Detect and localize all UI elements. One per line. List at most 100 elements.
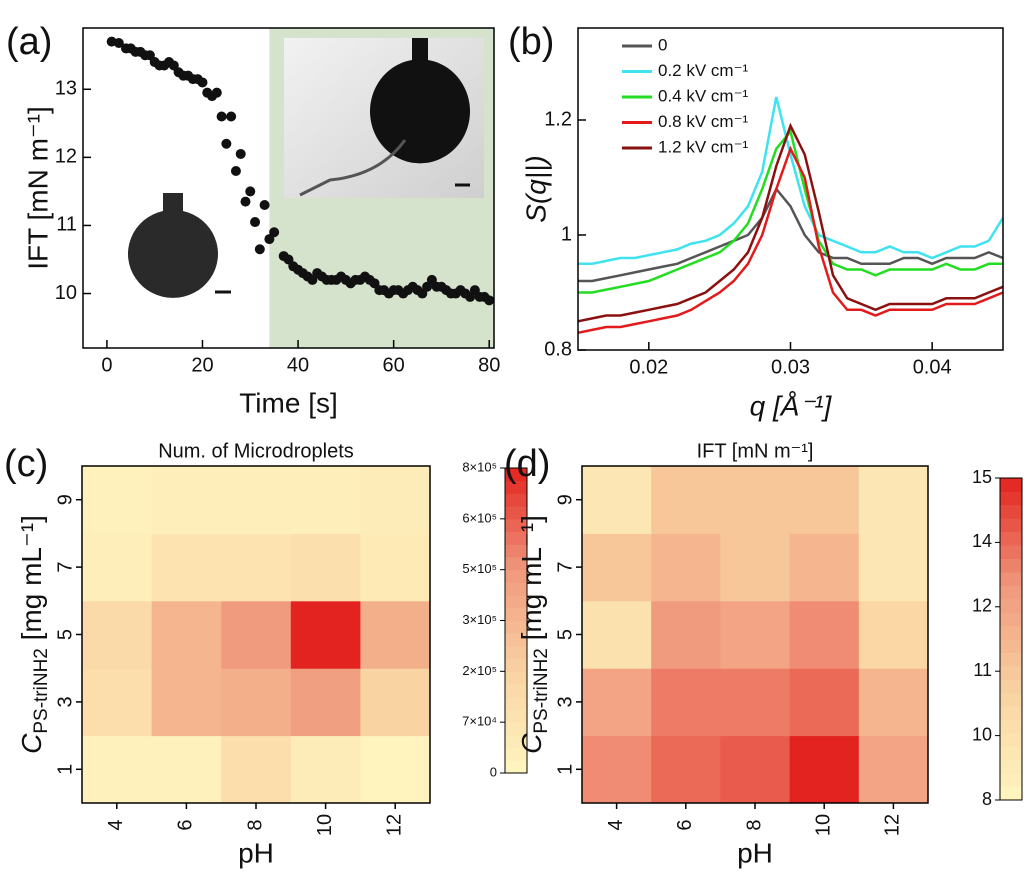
data-point <box>245 186 256 197</box>
x-tick-label: 8 <box>244 819 266 830</box>
panel-label: (d) <box>504 443 550 485</box>
heatmap-cell <box>221 600 292 669</box>
colorbar-band <box>1000 746 1022 761</box>
heatmap-cell <box>720 466 791 534</box>
panel-label: (a) <box>6 21 52 63</box>
y-tick-label: 0.8 <box>544 338 572 360</box>
plot-frame <box>577 27 1004 351</box>
heatmap-cell <box>151 466 222 534</box>
heatmap-cell <box>290 668 361 737</box>
y-label-subscript: PS-triNH2 <box>31 648 52 734</box>
x-tick-label: 0.04 <box>913 356 952 378</box>
y-tick-label: 7 <box>54 562 76 573</box>
colorbar-band <box>505 595 527 609</box>
colorbar-band <box>1000 732 1022 747</box>
x-tick-label: 20 <box>191 354 213 376</box>
y-label-subscript: PS-triNH2 <box>531 648 552 734</box>
heatmap-cell <box>151 735 222 804</box>
y-tick-label: 9 <box>554 494 576 505</box>
y-label-unit: [mg mL⁻¹] <box>516 515 547 648</box>
data-point <box>197 77 208 88</box>
colorbar-tick-label: 6×10⁵ <box>462 510 497 525</box>
y-tick-label: 1 <box>54 764 76 775</box>
colorbar-band <box>1000 504 1022 519</box>
series-line <box>578 128 1003 294</box>
x-tick-label: 4 <box>105 819 127 830</box>
colorbar-band <box>505 696 527 710</box>
y-label-symbol: C <box>16 733 47 754</box>
heatmap-cell <box>151 533 222 602</box>
heatmap-cell <box>789 735 860 804</box>
colorbar-tick-label: 0 <box>490 764 497 779</box>
colorbar-band <box>1000 478 1022 492</box>
colorbar-tick-label: 5×10⁵ <box>462 561 497 576</box>
inset-droplet <box>128 193 218 298</box>
panel-label: (b) <box>508 21 554 63</box>
data-point <box>216 111 227 122</box>
legend-label: 0.4 kV cm⁻¹ <box>658 86 749 105</box>
inset-droplet <box>369 38 470 164</box>
x-tick-label: 12 <box>383 814 405 836</box>
heatmap-cell <box>221 668 292 737</box>
colorbar-band <box>1000 652 1022 667</box>
data-point <box>211 87 222 98</box>
heatmap-cell <box>651 466 721 534</box>
heatmap-cell <box>720 668 791 737</box>
heatmap-cell <box>858 668 929 737</box>
heatmap-cell <box>582 735 652 804</box>
heatmap-cell <box>151 668 222 737</box>
heatmap-cell <box>360 600 431 669</box>
heatmap-cell <box>151 600 222 669</box>
heatmap-cell <box>720 600 791 669</box>
data-point <box>235 148 246 159</box>
heatmap-cell <box>789 668 860 737</box>
y-tick-label: 3 <box>54 696 76 707</box>
heatmap-cell <box>582 533 652 602</box>
x-tick-label: 0.02 <box>629 356 668 378</box>
y-axis-label: CPS-triNH2 [mg mL⁻¹] <box>516 515 552 754</box>
colorbar-band <box>505 544 527 558</box>
data-point <box>484 295 495 306</box>
colorbar-tick-label: 14 <box>972 531 992 551</box>
inset-thread <box>299 139 407 197</box>
y-tick-label: 3 <box>554 696 576 707</box>
colorbar-band <box>1000 571 1022 586</box>
heatmap-cell <box>858 533 929 602</box>
y-tick-label: 1 <box>561 223 572 245</box>
series-line <box>578 186 1004 283</box>
colorbar-band <box>1000 518 1022 533</box>
colorbar-band <box>1000 558 1022 573</box>
heatmap-cell <box>858 466 929 534</box>
colorbar-tick-label: 11 <box>973 660 992 680</box>
colorbar-band <box>505 468 527 482</box>
x-tick-label: 8 <box>743 819 765 830</box>
heatmap-cell <box>651 600 721 669</box>
heatmap-cell <box>360 668 431 737</box>
y-label-unit: [mg mL⁻¹] <box>16 515 47 648</box>
colorbar-band <box>1000 585 1022 600</box>
heatmap-cell <box>651 668 721 737</box>
heatmap-cell <box>651 533 721 602</box>
heatmap-cell <box>290 600 361 669</box>
y-tick-label: 11 <box>56 214 77 236</box>
colorbar-band <box>505 569 527 583</box>
colorbar-band <box>505 607 527 621</box>
colorbar-band <box>1000 773 1022 788</box>
data-point <box>259 200 270 211</box>
x-tick-label: 6 <box>674 819 696 830</box>
heatmap-cell <box>720 533 791 602</box>
colorbar-band <box>1000 706 1022 720</box>
x-tick-label: 0.03 <box>771 356 810 378</box>
heatmap-cell <box>789 533 860 602</box>
colorbar-frame <box>999 477 1023 801</box>
heatmap-cell <box>221 466 292 534</box>
y-tick-label: 5 <box>554 629 576 640</box>
colorbar-tick-label: 15 <box>972 467 992 487</box>
chart-title: Num. of Microdroplets <box>158 440 354 462</box>
x-tick-label: 40 <box>287 354 309 376</box>
colorbar-band <box>1000 639 1022 653</box>
colorbar-band <box>505 747 527 761</box>
colorbar-band <box>1000 625 1022 640</box>
colorbar-band <box>1000 679 1022 694</box>
heatmap-cell <box>858 735 929 804</box>
